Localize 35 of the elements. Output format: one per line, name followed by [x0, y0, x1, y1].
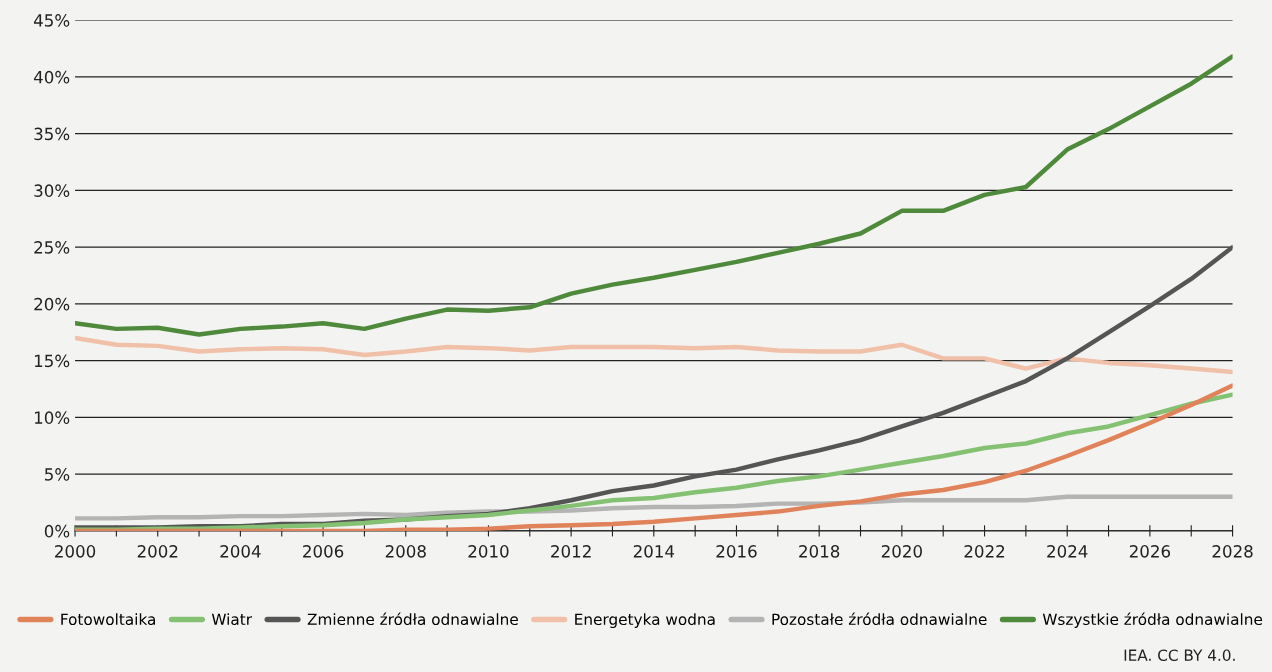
y-tick-label: 25%	[34, 241, 70, 254]
x-tick-label: 2016	[716, 545, 757, 558]
y-tick-label: 45%	[33, 14, 70, 27]
x-tick-label: 2002	[137, 545, 178, 558]
x-tick-label: 2010	[468, 545, 509, 558]
x-tick-label: 2004	[220, 545, 261, 558]
y-tick-label: 40%	[33, 70, 70, 84]
text: IEA. CC BY 4.0.	[1124, 649, 1235, 661]
x-tick-label: 2014	[633, 545, 675, 558]
line-series	[75, 54, 1233, 337]
line-series	[75, 335, 1233, 375]
legend-label: Wszystkie źródła odnawialne	[1042, 612, 1263, 629]
legend-label: Fotowoltaika	[61, 613, 155, 626]
legend-label: Pozostałe źródła odnawialne	[772, 612, 987, 626]
legend-label: Zmienne źródła odnawialne	[307, 612, 518, 626]
legend-label: Wiatr	[211, 613, 253, 626]
x-tick-label: 2028	[1212, 545, 1253, 558]
y-tick-label: 35%	[34, 127, 70, 141]
y-tick-label: 10%	[34, 411, 70, 424]
y-tick-label: 15%	[34, 354, 70, 368]
legend-label: Energetyka wodna	[575, 613, 715, 629]
x-tick-label: 2018	[799, 545, 840, 558]
x-tick-label: 2000	[55, 545, 96, 558]
x-tick-label: 2020	[881, 545, 922, 558]
y-tick-label: 5%	[45, 468, 70, 481]
x-tick-label: 2022	[964, 545, 1005, 558]
x-tick-label: 2024	[1047, 545, 1088, 558]
x-tick-label: 2006	[303, 545, 344, 558]
y-tick-label: 30%	[34, 184, 70, 197]
x-tick-label: 2026	[1129, 545, 1171, 558]
y-tick-label: 0%	[44, 524, 70, 538]
x-tick-label: 2012	[551, 545, 591, 558]
line-series	[75, 494, 1233, 521]
y-tick-label: 20%	[34, 297, 70, 311]
x-tick-label: 2008	[385, 545, 426, 558]
